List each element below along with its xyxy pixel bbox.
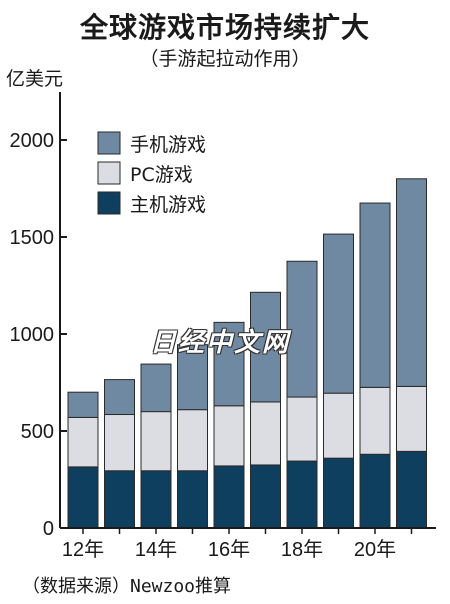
bar-2016-series-2	[213, 321, 245, 407]
watermark-text: 日经中文网	[150, 328, 291, 358]
bar-2018-series-0	[286, 460, 318, 529]
bar-2020-series-1	[359, 386, 391, 455]
y-axis-unit-label: 亿美元	[6, 68, 64, 90]
bar-2013-series-0	[104, 470, 135, 529]
bar-2017-series-1	[250, 401, 281, 466]
y-tick-label-0: 0	[43, 518, 54, 540]
bar-2020-series-2	[359, 202, 391, 388]
x-tick-label-2016: 16年	[208, 538, 250, 561]
x-tick-label-2012: 12年	[62, 538, 104, 561]
bar-2016-series-1	[213, 405, 245, 467]
bar-2012-series-0	[67, 466, 99, 529]
bar-2012-series-2	[67, 391, 99, 418]
bar-2017-series-2	[250, 291, 281, 403]
bar-2015-series-0	[177, 470, 208, 529]
bar-2012-series-1	[67, 416, 99, 468]
chart-subtitle: （手游起拉动作用）	[139, 48, 311, 70]
legend-label-0: 手机游戏	[130, 134, 206, 156]
y-tick-label-1000: 1000	[10, 324, 55, 346]
bar-2021-series-0	[396, 450, 427, 529]
bars-group	[67, 178, 427, 529]
y-tick-label-500: 500	[21, 421, 54, 443]
bar-2020-series-0	[359, 453, 391, 529]
bar-2015-series-2	[177, 344, 208, 411]
bar-2017-series-0	[250, 464, 281, 529]
bar-2014-series-1	[140, 411, 172, 472]
bar-2013-series-2	[104, 379, 135, 416]
bar-2014-series-0	[140, 470, 172, 529]
bar-2021-series-2	[396, 178, 427, 387]
bar-2019-series-2	[323, 233, 354, 394]
bar-2021-series-1	[396, 385, 427, 452]
y-tick-label-2000: 2000	[10, 130, 55, 152]
chart-title: 全球游戏市场持续扩大	[79, 11, 370, 44]
legend-swatch-1	[97, 161, 121, 185]
x-tick-label-2014: 14年	[135, 538, 177, 561]
axes-group: 0 500 1000 1500 2000 12年 14年 16年 18年 20年	[10, 92, 436, 561]
legend-swatch-0	[97, 131, 121, 155]
bar-2015-series-1	[177, 409, 208, 472]
data-source-note: （数据来源）Newzoo推算	[22, 576, 232, 597]
bar-2019-series-1	[323, 392, 354, 459]
legend-label-2: 主机游戏	[130, 194, 206, 216]
bar-2016-series-0	[213, 465, 245, 529]
bar-2019-series-0	[323, 457, 354, 529]
bar-2013-series-1	[104, 414, 135, 472]
legend-label-1: PC游戏	[130, 164, 193, 186]
legend-swatch-2	[97, 191, 121, 215]
bar-2018-series-2	[286, 260, 318, 398]
x-tick-label-2020: 20年	[354, 538, 396, 561]
y-tick-label-1500: 1500	[10, 227, 55, 249]
x-tick-label-2018: 18年	[281, 538, 323, 561]
bar-2014-series-2	[140, 363, 172, 413]
bar-2018-series-1	[286, 396, 318, 462]
